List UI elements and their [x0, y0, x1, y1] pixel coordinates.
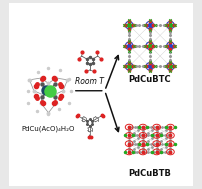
- Text: PdCuBTB: PdCuBTB: [128, 169, 171, 178]
- Text: Room T: Room T: [75, 77, 104, 86]
- Text: PdCu(AcO)₄H₂O: PdCu(AcO)₄H₂O: [22, 125, 75, 132]
- Text: PdCuBTC: PdCuBTC: [128, 75, 171, 84]
- FancyBboxPatch shape: [9, 3, 193, 186]
